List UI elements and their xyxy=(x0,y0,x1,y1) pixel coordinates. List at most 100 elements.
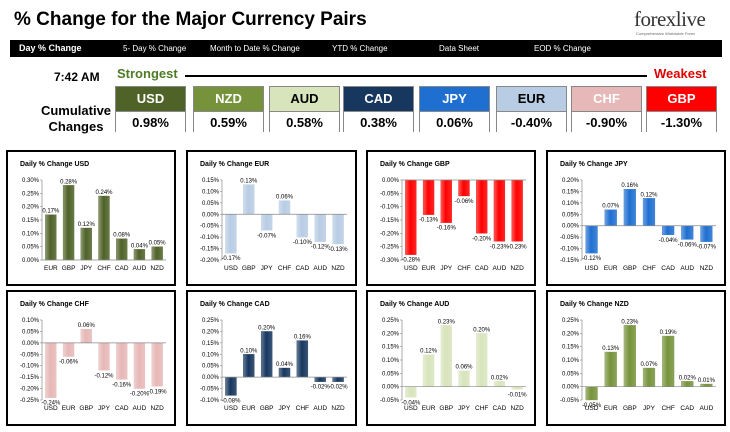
y-tick-label: 0.05% xyxy=(562,212,580,218)
x-category-label: CAD xyxy=(295,265,309,272)
tab-5day-change[interactable]: 5- Day % Change xyxy=(123,44,187,53)
data-label: 0.17% xyxy=(42,209,60,215)
tab-month-to-date[interactable]: Month to Date % Change xyxy=(210,44,300,53)
currency-box-jpy: JPY 0.06% xyxy=(419,86,490,132)
y-tick-label: 0.20% xyxy=(202,329,220,335)
bar-eur xyxy=(604,351,617,387)
currency-code: AUD xyxy=(270,87,339,111)
tab-day-change[interactable]: Day % Change xyxy=(19,43,82,53)
bar-gbp xyxy=(80,328,92,344)
chart-title: Daily % Change NZD xyxy=(560,301,629,308)
bar-gbp xyxy=(243,184,255,215)
currency-box-aud: AUD 0.58% xyxy=(269,86,340,132)
x-category-label: GBP xyxy=(623,265,637,272)
x-category-label: USD xyxy=(224,265,238,272)
currency-cumulative-value: 0.06% xyxy=(420,111,489,132)
x-category-label: USD xyxy=(224,405,238,412)
data-label: 0.05% xyxy=(149,241,167,247)
data-label: -0.01% xyxy=(508,392,528,398)
data-label: 0.07% xyxy=(602,204,620,210)
y-tick-label: 0.10% xyxy=(22,231,40,237)
data-label: 0.19% xyxy=(660,330,678,336)
y-tick-label: 0.05% xyxy=(202,364,220,370)
currency-cumulative-value: 0.59% xyxy=(194,111,263,132)
x-category-label: NZD xyxy=(700,265,714,272)
title-bar: % Change for the Major Currency Pairs fo… xyxy=(0,0,730,40)
chart-title: Daily % Change AUD xyxy=(380,301,449,308)
data-label: 0.02% xyxy=(679,375,697,381)
data-label: -0.04% xyxy=(401,400,421,406)
x-category-label: CAD xyxy=(680,405,694,412)
x-category-label: CAD xyxy=(475,265,489,272)
tab-data-sheet[interactable]: Data Sheet xyxy=(439,44,480,53)
bar-aud xyxy=(133,342,146,389)
bar-usd xyxy=(225,214,237,254)
y-tick-label: -0.05% xyxy=(20,352,40,358)
x-category-label: USD xyxy=(404,265,418,272)
x-category-label: AUD xyxy=(133,265,147,272)
data-label: -0.10% xyxy=(293,240,313,246)
bar-gbp xyxy=(62,185,75,261)
data-label: 0.02% xyxy=(491,375,509,381)
x-category-label: JPY xyxy=(279,405,292,412)
y-tick-label: -0.10% xyxy=(560,247,580,253)
y-tick-label: 0.20% xyxy=(562,331,580,337)
y-tick-label: 0.15% xyxy=(382,345,400,351)
y-tick-label: -0.25% xyxy=(380,245,400,251)
bar-jpy xyxy=(278,367,291,378)
x-category-label: CHF xyxy=(457,265,470,272)
y-tick-label: 0.05% xyxy=(22,245,40,251)
bar-aud xyxy=(314,376,326,382)
bar-jpy xyxy=(440,179,452,223)
bar-nzd xyxy=(700,225,713,242)
y-tick-label: 0.25% xyxy=(382,318,400,324)
bar-gbp xyxy=(260,331,273,378)
data-label: 0.16% xyxy=(621,183,639,189)
weakest-label: Weakest xyxy=(654,66,707,81)
forexlive-logo[interactable]: forexlive Comprehensive Worldwide Forex xyxy=(630,5,722,39)
bar-aud xyxy=(681,225,694,240)
data-label: 0.23% xyxy=(621,319,639,325)
data-label: 0.01% xyxy=(698,378,716,384)
bar-aud xyxy=(700,383,713,387)
y-tick-label: 0.00% xyxy=(382,178,400,184)
currency-cumulative-value: 0.98% xyxy=(116,111,185,132)
x-category-label: EUR xyxy=(422,265,436,272)
data-label: -0.07% xyxy=(697,245,717,251)
bar-cad xyxy=(493,381,506,387)
bar-chart-svg: Daily % Change GBP 0.00% -0.05% -0.10% -0.15… xyxy=(380,161,528,272)
data-label: 0.12% xyxy=(640,192,658,198)
tab-eod-change[interactable]: EOD % Change xyxy=(534,44,591,53)
x-category-label: CHF xyxy=(642,265,655,272)
bar-nzd xyxy=(511,179,523,242)
bar-usd xyxy=(405,386,417,398)
bar-eur xyxy=(62,342,75,357)
chart-title: Daily % Change JPY xyxy=(560,161,628,168)
x-category-label: JPY xyxy=(80,265,93,272)
chart-title: Daily % Change CHF xyxy=(20,301,90,308)
data-label: -0.04% xyxy=(659,238,679,244)
y-tick-label: 0.00% xyxy=(22,341,40,347)
bar-chf xyxy=(642,198,656,226)
x-category-label: JPY xyxy=(261,265,274,272)
x-category-label: NZD xyxy=(510,265,524,272)
x-category-label: CHF xyxy=(661,405,674,412)
currency-box-eur: EUR -0.40% xyxy=(496,86,567,132)
bar-gbp xyxy=(623,325,636,387)
cumulative-label-line1: Cumulative xyxy=(40,103,112,118)
data-label: -0.13% xyxy=(419,218,439,224)
chart-panel-4: Daily % Change JPY 0.20% 0.15% 0.10% 0.05% 0.… xyxy=(546,150,726,286)
data-label: -0.20% xyxy=(130,392,150,398)
data-label: 0.06% xyxy=(78,323,96,329)
tab-ytd-change[interactable]: YTD % Change xyxy=(332,44,388,53)
data-label: -0.23% xyxy=(508,244,528,250)
bar-chf xyxy=(662,335,675,387)
x-category-label: GBP xyxy=(260,405,274,412)
chart-title: Daily % Change USD xyxy=(20,161,89,168)
data-label: 0.13% xyxy=(602,346,620,352)
bar-jpy xyxy=(98,342,110,371)
data-label: 0.23% xyxy=(438,319,456,325)
y-tick-label: -0.05% xyxy=(560,398,580,404)
bar-jpy xyxy=(458,370,470,387)
x-category-label: NZD xyxy=(150,265,164,272)
